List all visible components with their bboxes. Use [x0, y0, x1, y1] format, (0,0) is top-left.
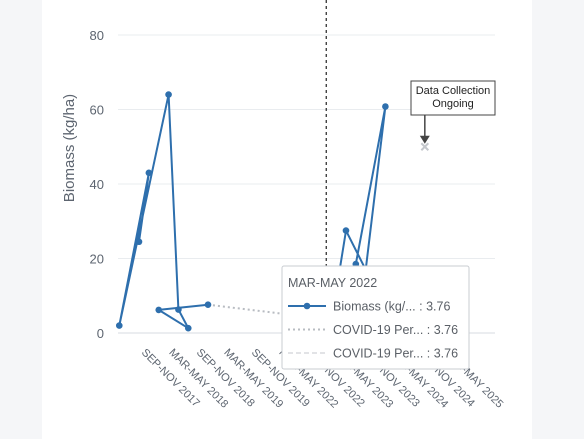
biomass-point [115, 322, 123, 329]
ongoing-marker [420, 142, 430, 151]
y-tick-label: 60 [90, 103, 104, 118]
y-axis-ticks: 0 20 40 60 80 [90, 28, 104, 341]
tooltip-row-text: Biomass (kg/... : 3.76 [333, 300, 450, 314]
y-axis-label: Biomass (kg/ha) [61, 94, 78, 202]
biomass-point [145, 169, 153, 177]
annotation-arrow-head [419, 135, 430, 144]
annotation-text: Data Collection [416, 85, 491, 97]
biomass-point [342, 227, 350, 234]
biomass-line-pre [118, 93, 209, 330]
annotation-box [410, 80, 496, 116]
y-tick-label: 0 [97, 326, 104, 341]
tooltip-box [281, 265, 470, 370]
y-tick-label: 20 [90, 252, 104, 267]
biomass-point [155, 306, 163, 314]
tooltip-title: MAR-MAY 2022 [288, 276, 377, 290]
biomass-point [184, 324, 192, 332]
biomass-point [135, 238, 143, 246]
hover-tooltip: MAR-MAY 2022 Biomass (kg/... : 3.76 COVID-… [281, 265, 470, 370]
biomass-point [165, 91, 172, 98]
y-tick-label: 40 [90, 177, 104, 192]
tooltip-swatch-marker [303, 302, 311, 310]
annotation-text: Ongoing [432, 98, 474, 110]
tooltip-row-text: COVID-19 Per... : 3.76 [333, 347, 458, 361]
y-tick-label: 80 [90, 28, 104, 43]
biomass-point [382, 103, 389, 110]
tooltip-row-text: COVID-19 Per... : 3.76 [333, 323, 458, 337]
biomass-point [204, 301, 212, 308]
biomass-point [175, 306, 182, 313]
